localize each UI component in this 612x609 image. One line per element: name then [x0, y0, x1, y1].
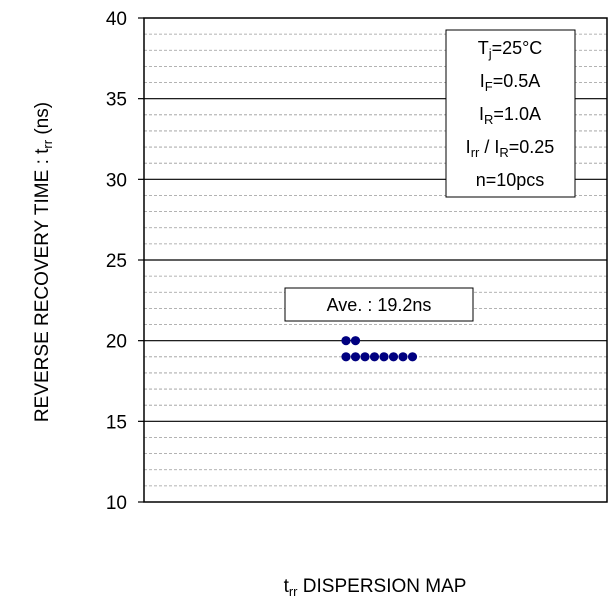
x-axis-label: trr DISPERSION MAP [284, 576, 467, 599]
data-point [360, 352, 370, 362]
y-tick-label: 30 [106, 170, 127, 191]
y-tick-label: 10 [106, 493, 127, 514]
average-box [284, 287, 474, 322]
condition-line: Irr / IR=0.25 [466, 137, 555, 160]
average-annotation: Ave. : 19.2ns [284, 287, 474, 322]
y-axis-ticks: 10 15 20 25 30 35 40 [106, 9, 144, 514]
y-tick-label: 20 [106, 332, 127, 353]
data-point [350, 336, 361, 346]
y-axis-label: REVERSE RECOVERY TIME : trr (ns) [32, 102, 55, 422]
average-label: Ave. : 19.2ns [327, 295, 432, 315]
condition-line: n=10pcs [476, 170, 545, 190]
conditions-box: Tj=25°C IF=0.5A IR=1.0A Irr / IR=0.25 n=10pc… [445, 29, 576, 198]
conditions-list: Tj=25°C IF=0.5A IR=1.0A Irr / IR=0.25 n=10pc… [466, 38, 555, 190]
data-point [341, 352, 351, 362]
y-tick-label: 35 [106, 90, 127, 111]
conditions-frame [445, 29, 576, 198]
data-point [350, 352, 361, 362]
data-point [398, 352, 408, 362]
data-point [369, 352, 380, 362]
data-point [379, 352, 389, 362]
condition-line: IR=1.0A [479, 104, 541, 127]
data-point [407, 352, 418, 362]
y-tick-label: 15 [106, 412, 127, 433]
condition-line: Tj=25°C [478, 38, 543, 61]
data-point [388, 352, 399, 362]
condition-line: IF=0.5A [480, 71, 541, 94]
data-points [341, 336, 418, 362]
data-point [341, 336, 351, 346]
y-tick-label: 25 [106, 251, 127, 272]
y-tick-label: 40 [106, 9, 127, 30]
